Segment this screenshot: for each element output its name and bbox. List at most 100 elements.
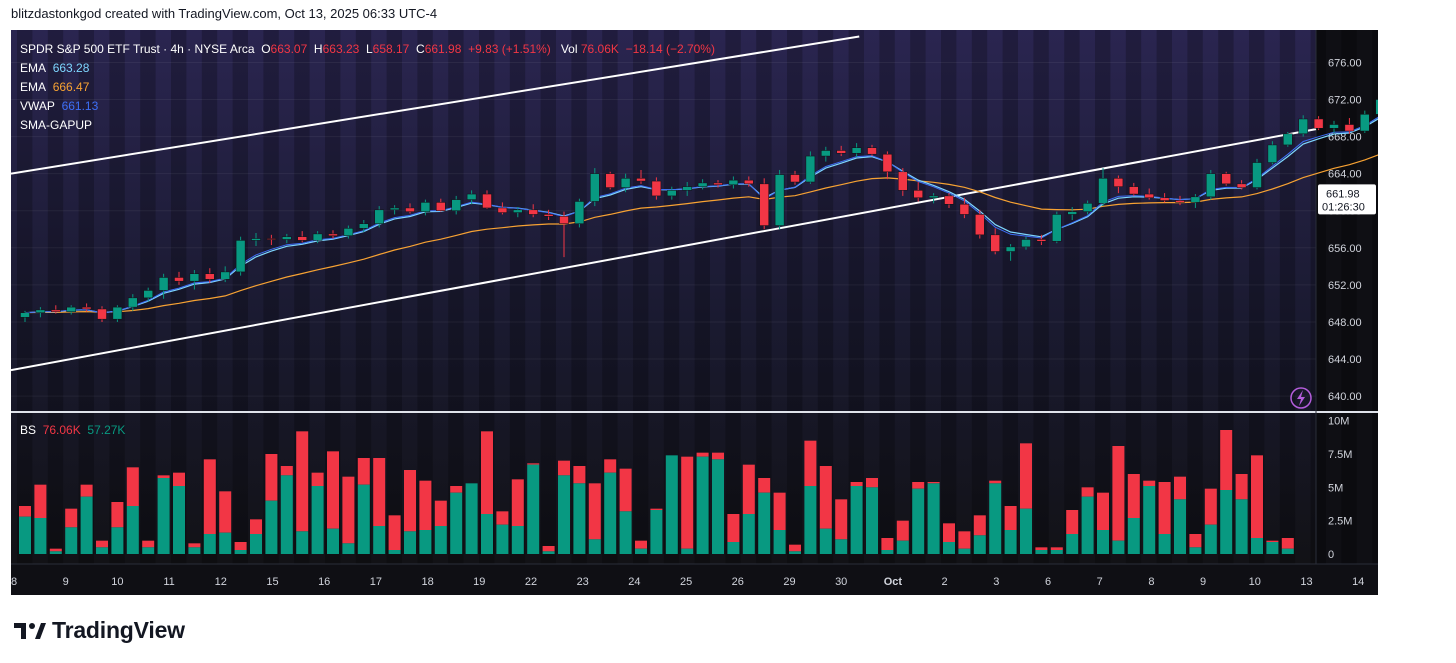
volume-bar-buy	[1081, 496, 1094, 554]
volume-tick-label: 7.5M	[1328, 449, 1352, 461]
x-tick-label: 9	[1200, 576, 1206, 588]
session-band	[817, 30, 834, 564]
session-band	[663, 30, 680, 564]
volume-bar-buy	[265, 500, 278, 554]
low-label: L	[365, 42, 373, 56]
volume-bar-sell	[1204, 488, 1217, 525]
tradingview-logo[interactable]: TradingView	[14, 617, 185, 644]
x-tick-label: 12	[215, 576, 227, 588]
ema-fast-line	[24, 118, 1378, 314]
volume-bar-sell	[404, 470, 416, 532]
volume-bar-sell	[80, 484, 93, 497]
volume-bar-buy	[1204, 524, 1217, 554]
volume-bar-buy	[373, 526, 386, 554]
high-label: H	[313, 42, 323, 56]
candle-body	[1252, 162, 1262, 188]
session-band	[232, 30, 248, 564]
candle-body	[251, 238, 261, 241]
candle-body	[528, 209, 538, 215]
candle-body	[282, 236, 292, 240]
session-band	[448, 30, 464, 564]
session-band	[1372, 30, 1378, 564]
volume-bar-sell	[773, 492, 786, 530]
volume-bar-sell	[34, 484, 47, 518]
candle-body	[205, 273, 215, 280]
candle-body	[805, 155, 816, 183]
volume-bar-buy	[1112, 540, 1125, 554]
volume-bar-sell	[280, 466, 293, 476]
y-tick-label: 640.00	[1328, 391, 1362, 403]
session-band	[787, 30, 803, 564]
volume-bar-buy	[126, 506, 139, 554]
candle-body	[1221, 173, 1231, 185]
candle-body	[158, 277, 169, 291]
session-band	[1033, 30, 1049, 564]
session-band	[201, 30, 218, 564]
volume-bar-buy	[912, 488, 925, 554]
session-band	[1341, 30, 1357, 564]
lightning-icon[interactable]	[1290, 387, 1312, 409]
volume-bar-sell	[450, 486, 463, 493]
candle-body	[1113, 178, 1124, 187]
open-label: O	[261, 42, 271, 56]
candle-body	[898, 171, 908, 191]
candle-body	[66, 306, 76, 313]
volume-bar-buy	[419, 530, 432, 554]
candle-body	[851, 147, 862, 154]
vwap-row[interactable]: VWAP 661.13	[20, 97, 715, 116]
volume-bar-sell	[927, 482, 940, 484]
session-band	[417, 30, 433, 564]
volume-bar-buy	[1174, 499, 1186, 554]
candle-body	[651, 180, 662, 197]
volume-bar-sell	[989, 480, 1002, 484]
x-tick-label: 23	[577, 576, 589, 588]
tradingview-wordmark: TradingView	[52, 617, 185, 643]
volume-bar-buy	[142, 547, 155, 554]
session-band	[694, 30, 710, 564]
volume-bar-buy	[573, 483, 586, 554]
volume-bar-sell	[173, 472, 185, 486]
candle-body	[297, 236, 307, 241]
candle-body	[975, 214, 985, 236]
x-tick-label: 17	[370, 576, 382, 588]
volume-bar-buy	[234, 550, 247, 554]
volume-bar-sell	[727, 514, 740, 542]
sma-row[interactable]: SMA-GAPUP	[20, 116, 715, 135]
volume-bar-buy	[404, 531, 416, 554]
ema2-value: 666.47	[52, 80, 90, 94]
volume-bar-buy	[1235, 499, 1248, 554]
x-tick-label: 15	[266, 576, 278, 588]
x-tick-label: 26	[732, 576, 744, 588]
chart-legend: SPDR S&P 500 ETF Trust · 4h · NYSE Arca …	[20, 40, 715, 135]
candle-body	[359, 223, 369, 229]
chart-canvas[interactable]: 676.00672.00668.00664.00660.00656.00652.…	[11, 30, 1378, 595]
volume-bar-sell	[542, 546, 555, 552]
symbol-title[interactable]: SPDR S&P 500 ETF Trust · 4h · NYSE Arca	[20, 42, 255, 56]
volume-bar-sell	[619, 468, 632, 512]
candle-body	[1175, 200, 1185, 203]
chart-frame[interactable]: 676.00672.00668.00664.00660.00656.00652.…	[11, 30, 1378, 595]
candle-body	[990, 234, 1000, 252]
session-band	[602, 30, 618, 564]
ema1-row[interactable]: EMA 663.28	[20, 59, 715, 78]
volume-bar-sell	[1127, 474, 1140, 518]
close-label: C	[416, 42, 425, 56]
volume-bar-buy	[496, 524, 509, 554]
x-tick-label: 8	[11, 576, 17, 588]
candle-body	[513, 209, 523, 213]
volume-bar-buy	[727, 542, 740, 554]
volume-bar-buy	[19, 516, 31, 554]
candle-body	[790, 174, 800, 183]
volume-bar-sell	[96, 540, 108, 548]
volume-bar-buy	[511, 526, 524, 554]
candle-body	[143, 290, 153, 299]
volume-bar-sell	[219, 491, 232, 533]
volume-bar-sell	[1235, 474, 1248, 500]
candle-body	[1344, 124, 1355, 132]
volume-bar-buy	[850, 486, 863, 554]
channel-lower-line	[11, 128, 1317, 372]
candle-body	[235, 240, 246, 273]
ema2-row[interactable]: EMA 666.47	[20, 78, 715, 97]
x-tick-label: 25	[680, 576, 692, 588]
